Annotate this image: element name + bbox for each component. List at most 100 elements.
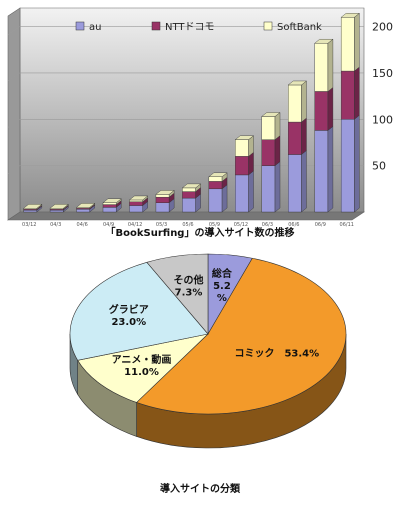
bar-segment-NTTドコモ <box>314 91 329 131</box>
gridline-side <box>7 26 21 35</box>
bar-segment-side <box>274 161 281 213</box>
y-tick-label: 150 <box>372 67 393 80</box>
bar-top <box>155 190 175 195</box>
x-tick-label: 05/9 <box>209 222 220 228</box>
pie-slices <box>69 253 347 449</box>
bar-top <box>340 13 360 18</box>
x-tick-label: 05/6 <box>182 222 193 228</box>
y-tick-label: 50 <box>372 160 386 173</box>
legend-swatch <box>151 21 161 31</box>
bar-segment-au <box>340 119 355 213</box>
bar-segment-side <box>274 135 281 167</box>
bar-segment-au <box>155 202 170 213</box>
pie-label-グラビア: グラビア 23.0% <box>109 303 149 328</box>
bar-segment-side <box>354 12 360 72</box>
bar-top <box>314 39 334 44</box>
bar-segment-NTTドコモ <box>340 70 355 120</box>
bar-segment-au <box>129 205 143 213</box>
bar-segment-side <box>248 170 254 213</box>
bar-segment-NTTドコモ <box>261 139 276 166</box>
x-tick-label: 04/9 <box>103 222 114 228</box>
pie-label-アニメ・動画: アニメ・動画 11.0% <box>112 353 172 378</box>
bar-top <box>261 112 281 117</box>
bar-segment-au <box>288 154 302 213</box>
bar-segment-SoftBank <box>340 17 355 72</box>
chart-back-wall <box>19 7 365 213</box>
bar-segment-SoftBank <box>314 43 329 92</box>
bar-segment-side <box>327 125 334 213</box>
bar-segment-side <box>354 114 360 213</box>
bar-top <box>23 204 43 209</box>
bar-segment-side <box>301 80 307 123</box>
bar-segment-SoftBank <box>155 194 170 198</box>
y-tick-label: 200 <box>372 21 393 34</box>
bar-segment-au <box>102 207 117 213</box>
bar-segment-NTTドコモ <box>129 201 143 206</box>
bar-segment-side <box>354 66 360 120</box>
x-tick-label: 06/3 <box>262 222 273 228</box>
bar-segment-au <box>314 130 329 213</box>
x-tick-label: 06/9 <box>315 222 326 228</box>
x-tick-label: 06/6 <box>288 222 299 228</box>
pie-slice-グラビア <box>69 261 209 361</box>
chart-left-wall <box>7 7 21 221</box>
bar-segment-SoftBank <box>102 202 117 205</box>
bar-segment-NTTドコモ <box>208 181 223 190</box>
bar-segment-SoftBank <box>208 176 223 182</box>
bar-segment-side <box>221 184 228 213</box>
bar-segment-side <box>301 150 307 213</box>
legend-label: au <box>89 22 101 33</box>
pie-label-総合: 総合 5.2% <box>212 267 233 304</box>
legend-swatch <box>75 21 85 31</box>
bar-top <box>49 204 69 209</box>
x-tick-label: 06/11 <box>340 222 354 228</box>
x-tick-label: 04/3 <box>50 222 61 228</box>
bar-segment-SoftBank <box>129 199 143 202</box>
legend-label: NTTドコモ <box>165 22 215 33</box>
bar-segment-SoftBank <box>261 116 276 140</box>
bar-top <box>181 183 202 189</box>
bar-segment-au <box>76 209 90 213</box>
bar-top <box>208 172 228 177</box>
bar-chart-title: 「BookSurfing」の導入サイト数の推移 <box>106 226 295 239</box>
bar-segment-SoftBank <box>182 187 196 192</box>
bar-top <box>128 195 149 201</box>
bar-segment-au <box>261 165 276 213</box>
gridline-side <box>7 119 21 128</box>
bar-segment-side <box>327 87 334 131</box>
bar-segment-au <box>49 209 64 213</box>
stacked-bar-chart: 50 100 150 200 03/12 04/3 04/6 04/9 04/12 05/3 05… <box>7 7 393 239</box>
pie-label-その他: その他 7.3% <box>174 274 204 299</box>
pie-chart: 総合 5.2 % コミック 53.4% アニメ・動画 11.0% グラビア 23.0% その他 7… <box>69 253 347 495</box>
pie-slice-コミック <box>136 257 347 415</box>
bar-segment-side <box>301 117 307 155</box>
x-tick-label: 05/3 <box>156 222 167 228</box>
bar-segment-au <box>182 197 196 213</box>
bar-segment-au <box>208 188 223 213</box>
legend-swatch <box>263 21 273 31</box>
bar-segment-SoftBank <box>288 84 302 123</box>
pie-chart-title: 導入サイトの分類 <box>160 482 241 495</box>
bar-segment-SoftBank <box>235 139 249 157</box>
chart-floor <box>7 211 365 221</box>
x-tick-label: 03/12 <box>22 222 36 228</box>
pie-slice-アニメ・動画 <box>77 333 209 403</box>
y-tick-label: 100 <box>372 113 393 126</box>
x-tick-label: 05/12 <box>234 222 248 228</box>
legend: au NTTドコモ SoftBank <box>75 21 322 33</box>
bar-top <box>234 135 255 140</box>
bar-segment-NTTドコモ <box>155 196 170 203</box>
bar-segment-side <box>274 112 281 141</box>
x-tick-label: 04/12 <box>128 222 142 228</box>
bars <box>23 12 360 213</box>
bar-segment-au <box>23 209 38 213</box>
bar-segment-NTTドコモ <box>102 204 117 208</box>
pie-label-コミック: コミック 53.4% <box>234 348 319 360</box>
bar-top <box>102 198 122 203</box>
bar-segment-side <box>327 38 334 92</box>
bar-top <box>75 203 96 208</box>
bar-segment-au <box>235 174 249 213</box>
x-tick-label: 04/6 <box>77 222 88 228</box>
gridline-side <box>7 165 21 174</box>
bar-segment-NTTドコモ <box>182 191 196 199</box>
